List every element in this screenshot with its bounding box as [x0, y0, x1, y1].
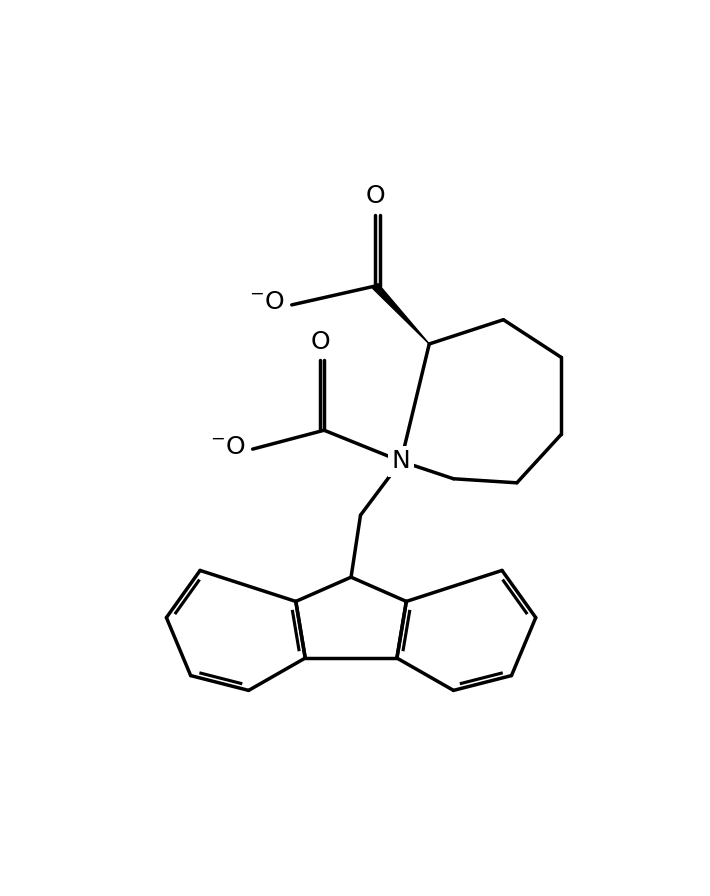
Polygon shape [373, 283, 430, 344]
Text: $^{-}$O: $^{-}$O [249, 290, 285, 314]
Text: $^{-}$O: $^{-}$O [210, 435, 246, 459]
Text: O: O [366, 184, 385, 208]
Text: O: O [311, 330, 331, 354]
Text: N: N [392, 449, 410, 473]
